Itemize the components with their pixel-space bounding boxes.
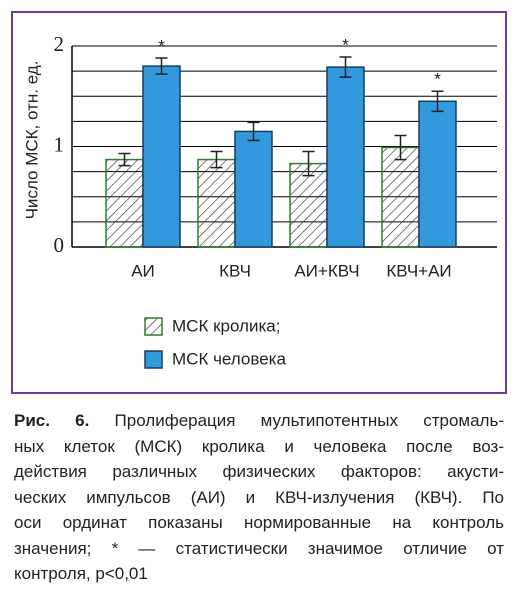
caption-text: значения; * — статистически значимое отл… bbox=[14, 538, 504, 558]
error-bar bbox=[210, 150, 223, 169]
error-bar bbox=[339, 56, 352, 78]
bar bbox=[289, 162, 328, 248]
error-bar bbox=[155, 57, 168, 75]
x-tick-label: КВЧ bbox=[219, 261, 251, 280]
caption-text: оси ординат показаны нормированные на ко… bbox=[14, 513, 504, 532]
caption-line: оси ординат показаны нормированные на ко… bbox=[14, 510, 504, 536]
x-tick-label: АИ+КВЧ bbox=[294, 261, 359, 280]
bar bbox=[105, 158, 144, 248]
caption-text: действия различных физических факторов: … bbox=[14, 462, 504, 481]
caption: Рис. 6. Пролиферация мультипотентных стр… bbox=[14, 408, 504, 587]
bar bbox=[381, 146, 420, 248]
bar bbox=[326, 66, 365, 248]
legend-swatch bbox=[144, 317, 163, 336]
caption-line: действия различных физических факторов: … bbox=[14, 459, 504, 485]
error-bar bbox=[302, 150, 315, 177]
legend-label: МСК кролика; bbox=[172, 316, 280, 335]
bar bbox=[142, 65, 181, 248]
caption-text: Пролиферация мультипотентных стромаль- bbox=[114, 411, 504, 430]
error-bar bbox=[394, 134, 407, 161]
caption-line: значения; * — статистически значимое отл… bbox=[14, 536, 504, 562]
caption-text: контроля, p<0,01 bbox=[14, 564, 148, 583]
bar bbox=[418, 100, 457, 248]
caption-line: Рис. 6. Пролиферация мультипотентных стр… bbox=[14, 408, 504, 434]
error-bar bbox=[431, 90, 444, 113]
y-tick-label: 0 bbox=[54, 233, 65, 257]
caption-line: ных клеток (МСК) кролика и человека посл… bbox=[14, 434, 504, 460]
y-tick-label: 1 bbox=[54, 132, 65, 156]
chart: Число МСК, отн. ед. 0 1 2 АИ * КВЧ АИ+КВЧ * КВЧ+… bbox=[11, 11, 507, 394]
y-axis-label: Число МСК, отн. ед. bbox=[22, 61, 41, 220]
y-tick-label: 2 bbox=[54, 32, 65, 56]
bar bbox=[197, 158, 236, 248]
x-tick-label: КВЧ+АИ bbox=[386, 261, 451, 280]
caption-label: Рис. 6. bbox=[14, 411, 90, 430]
significance-marker: * bbox=[342, 36, 349, 55]
significance-marker: * bbox=[434, 70, 441, 89]
legend-label: МСК человека bbox=[172, 349, 286, 368]
caption-line: контроля, p<0,01 bbox=[14, 561, 504, 587]
legend-swatch bbox=[144, 350, 163, 369]
caption-text: ческих импульсов (АИ) и КВЧ-излучения (К… bbox=[14, 487, 504, 507]
error-bar bbox=[247, 121, 260, 142]
caption-text: ных клеток (МСК) кролика и человека посл… bbox=[14, 436, 504, 456]
bar bbox=[234, 130, 273, 248]
error-bar bbox=[118, 152, 131, 167]
caption-line: ческих импульсов (АИ) и КВЧ-излучения (К… bbox=[14, 485, 504, 511]
frame bbox=[11, 11, 507, 394]
significance-marker: * bbox=[158, 37, 165, 56]
x-tick-label: АИ bbox=[131, 261, 155, 280]
